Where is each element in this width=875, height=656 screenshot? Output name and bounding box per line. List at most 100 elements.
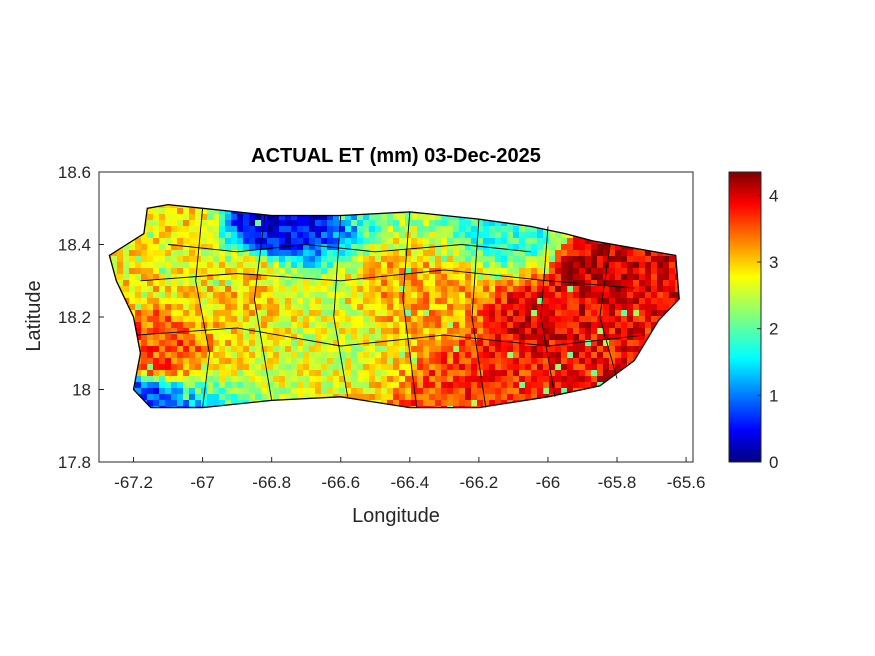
heat-cell [459,298,465,304]
heat-cell [333,262,339,268]
heat-cell [369,232,375,238]
heat-cell [645,256,651,262]
heat-cell [639,256,645,262]
heat-cell [285,352,291,358]
heat-cell [471,322,477,328]
heat-cell [357,214,363,220]
heat-cell [591,370,597,376]
heat-cell [369,292,375,298]
heat-cell [201,406,207,408]
heat-cell [543,322,549,328]
heat-cell [369,262,375,268]
heat-cell [447,274,453,280]
heat-cell [315,304,321,310]
heat-cell [399,298,405,304]
heat-cell [153,262,159,268]
heat-cell [453,376,459,382]
heat-cell [243,310,249,316]
heat-cell [417,226,423,232]
heat-cell [513,304,519,310]
heat-cell [189,310,195,316]
heat-cell [183,292,189,298]
heat-cell [213,346,219,352]
heat-cell [411,268,417,274]
heat-cell [381,286,387,292]
heat-cell [405,346,411,352]
heat-cell [393,328,399,334]
heat-cell [351,358,357,364]
heat-cell [165,238,171,244]
heat-cell [543,346,549,352]
heat-cell [243,232,249,238]
heat-cell [291,238,297,244]
heat-cell [273,286,279,292]
heat-cell [339,340,345,346]
heat-cell [201,352,207,358]
colorbar-tick-label: 2 [769,320,778,339]
heat-cell [177,220,183,226]
heat-cell [651,304,657,310]
colorbar [728,171,762,463]
heat-cell [141,274,147,280]
colorbar-tick-label: 0 [769,453,778,472]
heat-cell [153,274,159,280]
heat-cell [399,388,405,394]
heat-cell [435,292,441,298]
heat-cell [135,286,141,292]
heat-cell [183,322,189,328]
heat-cell [363,226,369,232]
heat-cell [345,382,351,388]
heat-cell [135,316,141,322]
heat-cell [183,304,189,310]
heat-cell [477,220,483,226]
heat-cell [441,406,447,408]
heat-cell [627,358,633,364]
heat-cell [459,388,465,394]
heat-cell [381,358,387,364]
heat-cell [381,310,387,316]
heat-cell [525,244,531,250]
heat-cell [609,340,615,346]
heat-cell [255,250,261,256]
heat-cell [489,238,495,244]
heat-cell [543,256,549,262]
heat-cell [315,328,321,334]
heat-cell [303,226,309,232]
heat-cell [345,364,351,370]
municipality-border [136,327,645,347]
heat-cell [597,364,603,370]
heat-cell [429,382,435,388]
heat-cell [639,280,645,286]
heat-cell [291,298,297,304]
heat-cell [225,232,231,238]
x-tick-label: -65.8 [598,473,637,492]
heat-cell [519,280,525,286]
heat-cell [597,268,603,274]
heat-cell [351,382,357,388]
heat-cell [447,298,453,304]
heat-cell [561,292,567,298]
heat-cell [459,310,465,316]
heat-cell [285,382,291,388]
heat-cell [201,226,207,232]
heat-cell [471,298,477,304]
heat-cell [363,322,369,328]
heat-cell [363,286,369,292]
heat-cell [243,304,249,310]
heat-cell [621,340,627,346]
heat-cell [531,250,537,256]
heat-cell [273,268,279,274]
heat-cell [585,262,591,268]
heat-cell [597,274,603,280]
heat-cell [453,340,459,346]
heat-cell [495,376,501,382]
heat-cell [291,280,297,286]
heat-cell [525,352,531,358]
heat-cell [273,310,279,316]
heat-cell [321,298,327,304]
heat-cell [171,322,177,328]
heat-cell [615,316,621,322]
heat-cell [585,364,591,370]
heat-cell [243,274,249,280]
heat-cell [321,274,327,280]
